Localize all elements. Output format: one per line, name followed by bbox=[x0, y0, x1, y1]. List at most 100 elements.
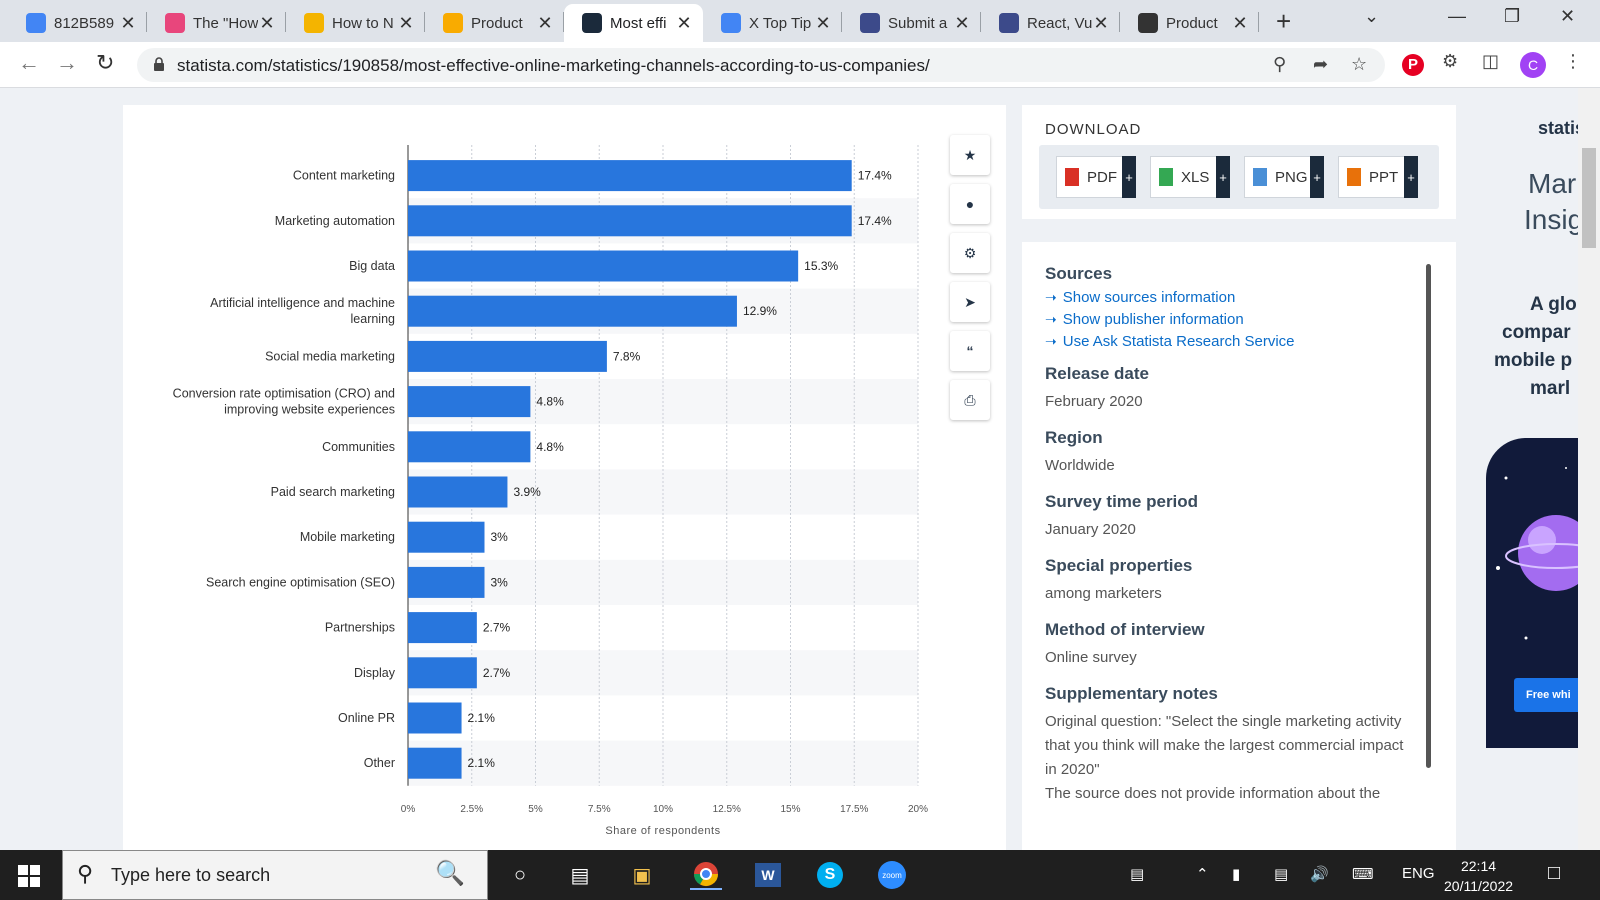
minimize-icon[interactable]: — bbox=[1448, 6, 1466, 26]
browser-tab[interactable]: React, Vu ✕ bbox=[981, 4, 1120, 42]
plus-icon[interactable]: + bbox=[1404, 156, 1418, 198]
share-icon: ➤ bbox=[964, 293, 976, 310]
data-label-9: 3% bbox=[491, 575, 509, 589]
survey-period-heading: Survey time period bbox=[1045, 492, 1199, 511]
close-tab-icon[interactable]: ✕ bbox=[1232, 12, 1248, 33]
profile-avatar[interactable]: C bbox=[1520, 52, 1546, 78]
close-window-icon[interactable]: ✕ bbox=[1560, 6, 1576, 26]
close-tab-icon[interactable]: ✕ bbox=[954, 12, 970, 33]
search-placeholder: Type here to search bbox=[111, 865, 271, 885]
skype-icon[interactable]: S bbox=[814, 860, 846, 890]
show-sources-link[interactable]: ➝ Show sources information bbox=[1045, 289, 1405, 306]
scroll-thumb[interactable] bbox=[1582, 148, 1596, 248]
chrome-icon[interactable] bbox=[690, 860, 722, 890]
cube-icon bbox=[304, 13, 324, 33]
page-scrollbar[interactable] bbox=[1578, 88, 1600, 850]
zoom-app-icon[interactable]: zoom bbox=[876, 860, 908, 890]
c-icon bbox=[1138, 13, 1158, 33]
ad-cta-button[interactable]: Free whi bbox=[1514, 678, 1584, 712]
zoom-icon[interactable]: ⚲ bbox=[1273, 54, 1287, 74]
print-button[interactable]: ⎙ bbox=[950, 380, 990, 420]
volume-icon[interactable]: 🔊 bbox=[1310, 866, 1329, 883]
download-xls-button[interactable]: XLS + bbox=[1150, 156, 1230, 198]
word-icon[interactable]: W bbox=[752, 860, 784, 890]
browser-tab[interactable]: 812B589 ✕ bbox=[8, 4, 147, 42]
notification-button[interactable]: ● bbox=[950, 184, 990, 224]
arrow-right-icon: ➝ bbox=[1045, 333, 1057, 349]
region-value: Worldwide bbox=[1045, 457, 1115, 474]
tab-search-icon[interactable]: ⌄ bbox=[1364, 6, 1380, 26]
category-label-8: Mobile marketing bbox=[300, 530, 395, 544]
battery-icon[interactable]: ▮ bbox=[1232, 866, 1241, 883]
ask-statista-link[interactable]: ➝ Use Ask Statista Research Service bbox=[1045, 333, 1405, 350]
taskbar-search[interactable]: ⚲ Type here to search 🔍 bbox=[62, 850, 488, 900]
special-properties-heading: Special properties bbox=[1045, 556, 1193, 575]
close-tab-icon[interactable]: ✕ bbox=[537, 12, 553, 33]
x-tick-label-2: 5% bbox=[528, 804, 543, 815]
browser-tab[interactable]: Product ✕ bbox=[1120, 4, 1259, 42]
cortana-icon[interactable]: ○ bbox=[513, 863, 527, 886]
extensions-icon[interactable]: ⚙ bbox=[1442, 51, 1459, 71]
share-button[interactable]: ➤ bbox=[950, 282, 990, 322]
u-icon bbox=[165, 13, 185, 33]
close-tab-icon[interactable]: ✕ bbox=[259, 12, 275, 33]
bar-13 bbox=[408, 747, 462, 779]
plus-icon[interactable]: + bbox=[1310, 156, 1324, 198]
url-text[interactable]: statista.com/statistics/190858/most-effe… bbox=[177, 56, 930, 75]
tab-title: How to N bbox=[332, 14, 394, 32]
browser-tab[interactable]: Most effi ✕ bbox=[564, 4, 703, 42]
close-tab-icon[interactable]: ✕ bbox=[120, 12, 136, 33]
download-png-button[interactable]: PNG + bbox=[1244, 156, 1324, 198]
plus-icon[interactable]: + bbox=[1122, 156, 1136, 198]
tab-title: Most effi bbox=[610, 14, 667, 32]
notes-value-continued: The source does not provide information … bbox=[1045, 785, 1381, 802]
close-tab-icon[interactable]: ✕ bbox=[1093, 12, 1109, 33]
windows-start-icon[interactable] bbox=[18, 865, 40, 887]
network-icon[interactable]: ▤ bbox=[1274, 866, 1289, 883]
notes-heading: Supplementary notes bbox=[1045, 684, 1218, 703]
plus-icon[interactable]: + bbox=[1216, 156, 1230, 198]
show-hidden-icons[interactable]: ⌃ bbox=[1196, 866, 1209, 883]
news-widget-icon[interactable]: ▤ bbox=[1130, 866, 1145, 883]
tab-title: X Top Tip bbox=[749, 14, 812, 32]
statistic-details: Sources ➝ Show sources information ➝ Show … bbox=[1022, 242, 1456, 850]
reload-icon[interactable]: ↻ bbox=[96, 50, 115, 75]
bar-6 bbox=[408, 431, 531, 463]
bookmark-star-icon[interactable]: ☆ bbox=[1351, 54, 1368, 74]
download-pdf-button[interactable]: PDF + bbox=[1056, 156, 1136, 198]
restore-icon[interactable]: ❐ bbox=[1504, 6, 1521, 26]
details-scrollbar[interactable] bbox=[1426, 264, 1431, 768]
show-publisher-link[interactable]: ➝ Show publisher information bbox=[1045, 311, 1405, 328]
close-tab-icon[interactable]: ✕ bbox=[398, 12, 414, 33]
download-ppt-button[interactable]: PPT + bbox=[1338, 156, 1418, 198]
browser-tab[interactable]: How to N ✕ bbox=[286, 4, 425, 42]
x-axis-title: Share of respondents bbox=[605, 825, 720, 837]
favorite-star-button[interactable]: ★ bbox=[950, 135, 990, 175]
close-tab-icon[interactable]: ✕ bbox=[815, 12, 831, 33]
share-page-icon[interactable]: ➦ bbox=[1313, 54, 1329, 74]
pinterest-icon[interactable]: P bbox=[1402, 54, 1424, 76]
browser-tab[interactable]: Submit a ✕ bbox=[842, 4, 981, 42]
browser-tab[interactable]: The "How ✕ bbox=[147, 4, 286, 42]
link-label: Show sources information bbox=[1062, 289, 1236, 306]
browser-tab[interactable]: Product ✕ bbox=[425, 4, 564, 42]
keyboard-icon[interactable]: ⌨ bbox=[1352, 866, 1374, 883]
language-indicator[interactable]: ENG bbox=[1402, 865, 1435, 882]
clock[interactable]: 22:14 20/11/2022 bbox=[1444, 856, 1513, 896]
side-panel-icon[interactable]: ◫ bbox=[1482, 51, 1500, 71]
task-view-icon[interactable]: ▤ bbox=[570, 864, 590, 887]
back-icon[interactable]: ← bbox=[18, 50, 40, 75]
forward-icon[interactable]: → bbox=[56, 50, 78, 75]
settings-button[interactable]: ⚙ bbox=[950, 233, 990, 273]
new-tab-button[interactable]: + bbox=[1276, 6, 1292, 36]
cite-button[interactable]: “ bbox=[950, 331, 990, 371]
file-explorer-icon[interactable]: ▣ bbox=[632, 864, 652, 887]
category-label-13: Other bbox=[364, 756, 395, 770]
menu-icon[interactable]: ⋮ bbox=[1564, 51, 1582, 71]
notifications-icon[interactable]: □ bbox=[1548, 862, 1561, 884]
ad-text-4: marl bbox=[1530, 378, 1571, 399]
browser-tab[interactable]: X Top Tip ✕ bbox=[703, 4, 842, 42]
address-bar[interactable]: statista.com/statistics/190858/most-effe… bbox=[137, 48, 1385, 82]
download-label: PNG bbox=[1275, 168, 1308, 186]
close-tab-icon[interactable]: ✕ bbox=[676, 12, 692, 33]
